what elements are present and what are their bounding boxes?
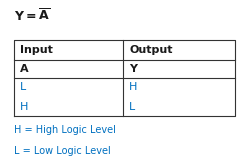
Text: L: L xyxy=(129,102,135,111)
Text: $\mathbf{Y = \overline{A}}$: $\mathbf{Y = \overline{A}}$ xyxy=(14,8,50,24)
Text: Y: Y xyxy=(129,64,137,74)
Text: L = Low Logic Level: L = Low Logic Level xyxy=(14,146,110,156)
Text: Input: Input xyxy=(20,45,53,55)
Text: L: L xyxy=(20,83,26,92)
Text: H: H xyxy=(20,102,28,111)
Text: A: A xyxy=(20,64,28,74)
Text: H: H xyxy=(129,83,138,92)
Text: H = High Logic Level: H = High Logic Level xyxy=(14,125,115,135)
Text: Output: Output xyxy=(129,45,173,55)
